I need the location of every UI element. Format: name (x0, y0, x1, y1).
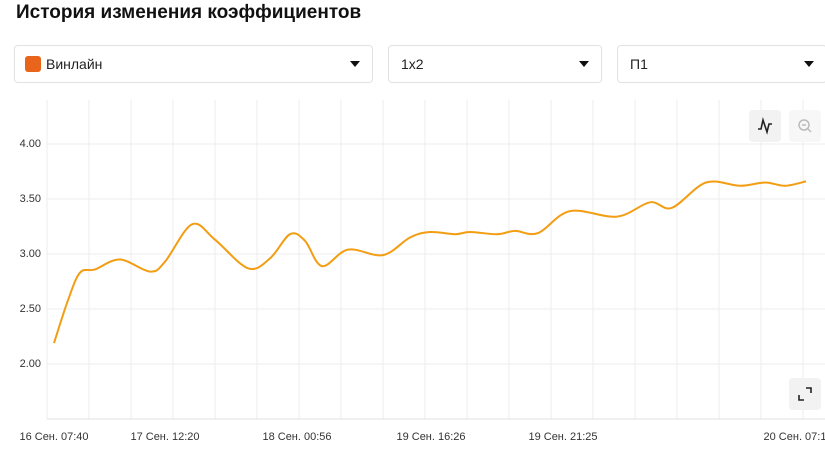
arrow (804, 61, 814, 67)
market-select[interactable]: 1х2 (388, 45, 602, 83)
y-tick-label: 3.50 (20, 193, 41, 205)
x-tick-label: 19 Сен. 16:26 (396, 431, 465, 443)
title: История изменения коэффициентов (16, 2, 362, 23)
x-tick-label: 17 Сен. 12:20 (130, 431, 199, 443)
zoom-button[interactable] (789, 110, 821, 142)
select-label: 1х2 (401, 56, 424, 72)
fullscreen-button[interactable] (789, 378, 821, 410)
x-tick-label: 19 Сен. 21:25 (528, 431, 597, 443)
bookmaker-select[interactable]: Винлайн (14, 45, 373, 83)
y-tick-label: 4.00 (20, 138, 41, 150)
outcome-select[interactable]: П1 (617, 45, 825, 83)
arrow (579, 61, 589, 67)
y-tick-label: 2.00 (20, 358, 41, 370)
y-tick-label: 3.00 (20, 248, 41, 260)
logo (25, 56, 41, 72)
y-tick-label: 2.50 (20, 303, 41, 315)
select-label: Винлайн (46, 56, 103, 72)
odds-line (53, 180, 807, 344)
arrow (350, 61, 360, 67)
smooth-button[interactable] (749, 110, 781, 142)
x-tick-label: 18 Сен. 00:56 (262, 431, 331, 443)
select-label: П1 (630, 56, 648, 72)
x-tick-label: 16 Сен. 07:40 (19, 431, 88, 443)
x-tick-label: 20 Сен. 07:1 (764, 431, 825, 443)
